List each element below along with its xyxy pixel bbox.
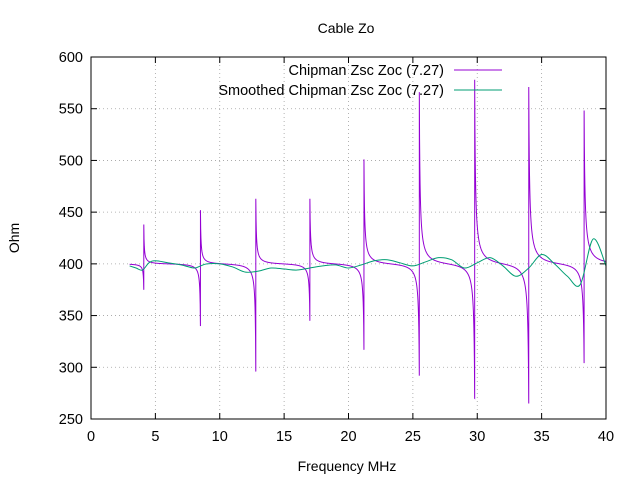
- y-tick-label: 550: [59, 102, 83, 118]
- x-tick-label: 25: [405, 429, 421, 445]
- y-tick-label: 300: [59, 360, 83, 376]
- chart-title: Cable Zo: [318, 20, 375, 36]
- y-tick-label: 400: [59, 257, 83, 273]
- x-tick-label: 10: [212, 429, 228, 445]
- x-tick-label: 30: [469, 429, 485, 445]
- legend: Chipman Zsc Zoc (7.27) Smoothed Chipman …: [218, 63, 502, 99]
- y-tick-label: 250: [59, 412, 83, 428]
- legend-label-series-2: Smoothed Chipman Zsc Zoc (7.27): [218, 83, 444, 99]
- series-line-chipman: [129, 79, 607, 404]
- y-tick-label: 600: [59, 50, 83, 66]
- y-axis-label: Ohm: [6, 223, 22, 253]
- x-axis-label: Frequency MHz: [298, 458, 397, 474]
- x-tick-label: 0: [87, 429, 95, 445]
- y-tick-label: 500: [59, 153, 83, 169]
- series-layer: [129, 79, 607, 404]
- grid-lines: [91, 57, 606, 419]
- x-tick-label: 15: [276, 429, 292, 445]
- y-axis-ticks: 250 300 350 400 450 500 550 600: [59, 50, 606, 428]
- series-line-smoothed: [129, 238, 607, 287]
- x-tick-label: 35: [534, 429, 550, 445]
- x-tick-label: 40: [598, 429, 614, 445]
- x-tick-label: 20: [340, 429, 356, 445]
- y-tick-label: 450: [59, 205, 83, 221]
- x-axis-ticks: 0 5 10 15 20 25 30 35 40: [87, 57, 614, 445]
- plot-frame: [90, 56, 607, 420]
- x-tick-label: 5: [151, 429, 159, 445]
- y-tick-label: 350: [59, 309, 83, 325]
- legend-label-series-1: Chipman Zsc Zoc (7.27): [288, 63, 444, 79]
